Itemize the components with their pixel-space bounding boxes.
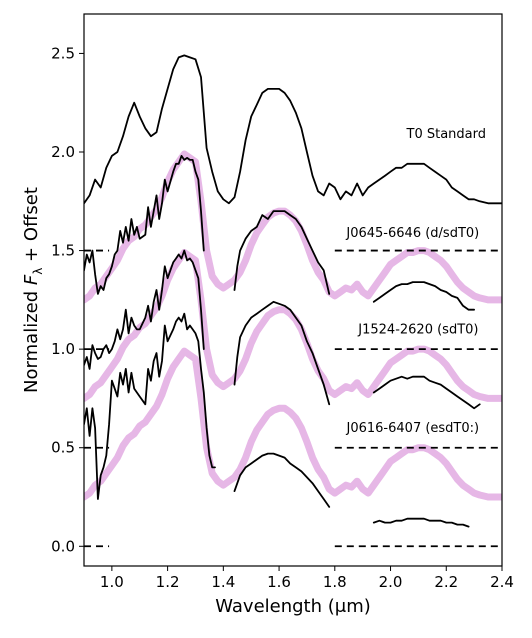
annotation-layer: T0 Standard J0645-6646 (d/sdT0) J1524-2620… xyxy=(345,127,486,436)
observed-spectrum-3-segment-1 xyxy=(233,452,331,508)
spectrum-annotation-2: J1524-2620 (sdT0) xyxy=(357,322,478,337)
template-spectrum-2-segment-0 xyxy=(84,347,502,501)
y-axis-label-suffix: + Offset xyxy=(21,187,42,268)
zero-level-layer xyxy=(84,249,502,548)
x-tick-label: 2.2 xyxy=(434,573,458,591)
y-tick-label: 1.5 xyxy=(51,242,75,260)
y-tick-label: 1.0 xyxy=(51,340,75,358)
standard-spectrum-0-segment-0 xyxy=(84,54,502,205)
observed-spectrum-3-segment-2 xyxy=(372,517,470,528)
spectrum-annotation-0: T0 Standard xyxy=(406,127,487,142)
observed-spectrum-2-segment-0 xyxy=(84,249,205,370)
y-tick-label: 2.0 xyxy=(51,143,75,161)
observed-spectrum-3-segment-0 xyxy=(84,312,216,500)
spectrum-annotation-1: J0645-6646 (d/sdT0) xyxy=(345,226,479,241)
y-tick-label: 2.5 xyxy=(51,44,75,62)
y-tick-label: 0.0 xyxy=(51,537,75,555)
ticks-layer: 1.0 1.2 1.4 1.6 1.8 2.0 2.2 2.4 0.0 0.5 1.0 1.5 2.0 2… xyxy=(51,44,514,591)
observed-spectrum-2-segment-2 xyxy=(372,375,481,410)
x-tick-label: 2.0 xyxy=(379,573,403,591)
observed-spectrum-1-segment-0 xyxy=(84,155,205,295)
series-layer xyxy=(84,54,502,528)
observed-spectrum-2-segment-1 xyxy=(233,300,331,406)
x-tick-label: 1.4 xyxy=(211,573,235,591)
observed-spectrum-1-segment-2 xyxy=(372,281,475,311)
x-tick-label: 1.6 xyxy=(267,573,291,591)
axes-frame xyxy=(83,13,503,567)
y-axis-label: Normalized Fλ + Offset xyxy=(21,187,45,393)
y-axis-label-prefix: Normalized xyxy=(21,285,42,393)
y-axis-label-symbol: F xyxy=(21,274,42,285)
observed-spectrum-1-segment-1 xyxy=(233,210,331,295)
y-tick-label: 0.5 xyxy=(51,439,75,457)
spectrum-annotation-3: J0616-6407 (esdT0:) xyxy=(346,421,480,436)
x-axis-label: Wavelength (μm) xyxy=(215,596,371,617)
y-axis-label-subscript: λ xyxy=(31,268,45,275)
x-tick-label: 2.4 xyxy=(490,573,514,591)
x-tick-label: 1.8 xyxy=(323,573,347,591)
x-tick-label: 1.0 xyxy=(100,573,124,591)
x-tick-label: 1.2 xyxy=(156,573,180,591)
